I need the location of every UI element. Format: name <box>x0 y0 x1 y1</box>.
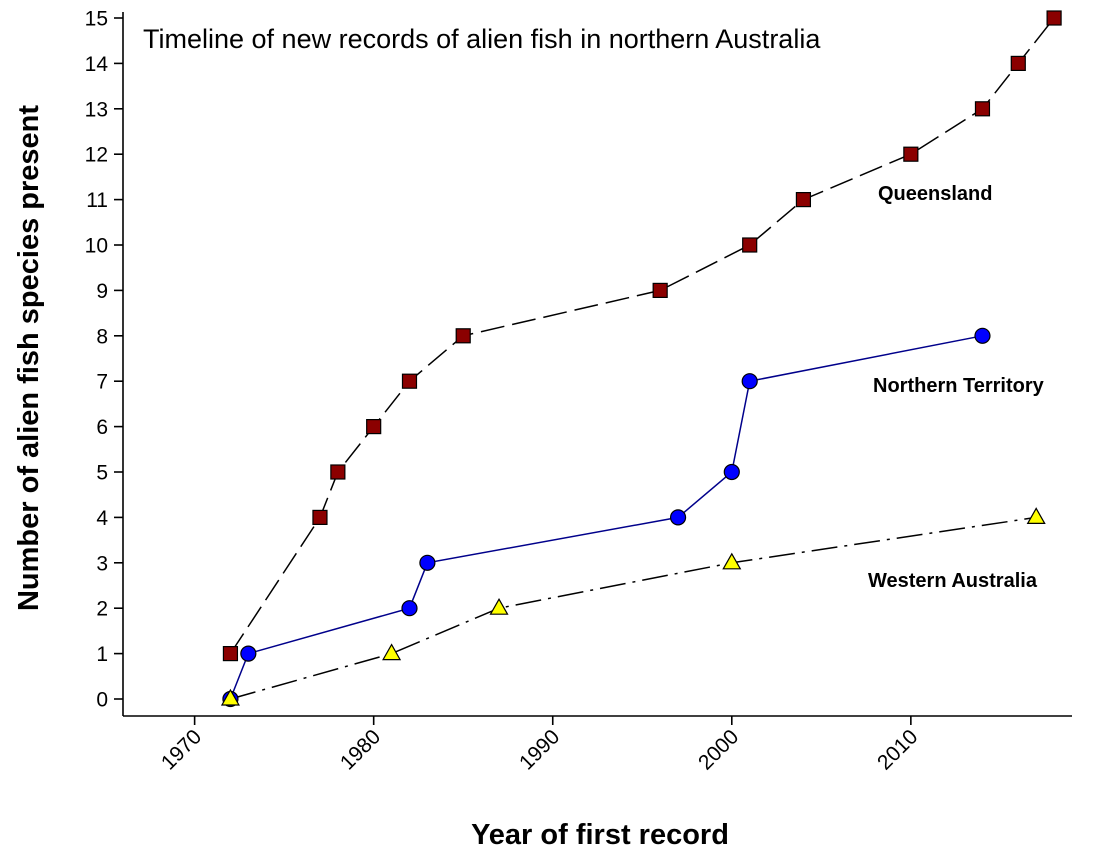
marker-square-queensland <box>312 509 328 525</box>
series-label-queensland: Queensland <box>878 183 992 205</box>
marker-square-queensland <box>401 373 418 389</box>
x-tick-label: 2010 <box>873 725 922 774</box>
x-tick-label: 1990 <box>515 725 564 774</box>
marker-triangle-western-australia <box>489 597 509 615</box>
marker-square-queensland <box>222 645 239 662</box>
y-tick-label: 10 <box>85 235 108 258</box>
marker-square-queensland <box>974 101 991 117</box>
y-tick-label: 15 <box>85 8 108 31</box>
series-label-northern-territory: Northern Territory <box>873 375 1045 397</box>
x-ticks: 1970 1980 1990 2000 2010 <box>157 716 922 775</box>
y-tick-label: 12 <box>85 144 108 167</box>
marker-triangle-western-australia <box>220 688 240 706</box>
series-label-western-australia: Western Australia <box>868 570 1038 592</box>
marker-circle-northern-territory <box>723 463 740 481</box>
chart-title: Timeline of new records of alien fish in… <box>143 24 821 54</box>
marker-square-queensland <box>795 192 812 208</box>
y-tick-label: 0 <box>96 689 108 712</box>
series-line-western-australia <box>230 516 1037 700</box>
marker-square-queensland <box>1046 10 1062 26</box>
y-axis-title: Number of alien fish species present <box>13 105 45 611</box>
marker-square-queensland <box>366 419 382 435</box>
marker-circle-northern-territory <box>669 509 687 526</box>
marker-circle-northern-territory <box>974 327 991 344</box>
marker-square-queensland <box>742 237 758 253</box>
marker-square-queensland <box>330 464 346 480</box>
marker-circle-northern-territory <box>401 600 418 617</box>
marker-square-queensland <box>903 146 919 162</box>
y-tick-label: 1 <box>96 643 108 666</box>
marker-triangle-western-australia <box>722 552 742 570</box>
y-tick-label: 5 <box>96 462 108 485</box>
x-tick-label: 1980 <box>336 725 385 774</box>
marker-circle-northern-territory <box>419 554 436 571</box>
x-axis-title: Year of first record <box>471 819 729 851</box>
series-line-northern-territory <box>229 335 983 700</box>
y-tick-label: 14 <box>85 53 109 76</box>
x-tick-label: 1970 <box>157 725 206 774</box>
axes <box>122 12 1072 717</box>
y-tick-label: 4 <box>96 507 108 530</box>
y-tick-label: 6 <box>96 416 108 439</box>
marker-circle-northern-territory <box>741 373 758 390</box>
y-tick-label: 2 <box>96 598 108 621</box>
y-tick-label: 8 <box>96 325 108 348</box>
series-line-queensland <box>229 17 1055 655</box>
y-tick-label: 13 <box>85 98 108 121</box>
series-markers <box>220 10 1062 708</box>
marker-circle-northern-territory <box>240 645 257 662</box>
marker-triangle-western-australia <box>1026 507 1046 524</box>
y-tick-label: 9 <box>96 280 108 303</box>
marker-square-queensland <box>652 282 668 298</box>
marker-triangle-western-australia <box>382 643 402 661</box>
marker-square-queensland <box>1010 55 1026 72</box>
series-lines <box>229 17 1055 700</box>
y-tick-label: 11 <box>86 189 108 212</box>
y-tick-label: 7 <box>96 371 108 394</box>
y-tick-label: 3 <box>96 552 108 575</box>
marker-square-queensland <box>455 328 471 344</box>
x-tick-label: 2000 <box>694 725 743 774</box>
